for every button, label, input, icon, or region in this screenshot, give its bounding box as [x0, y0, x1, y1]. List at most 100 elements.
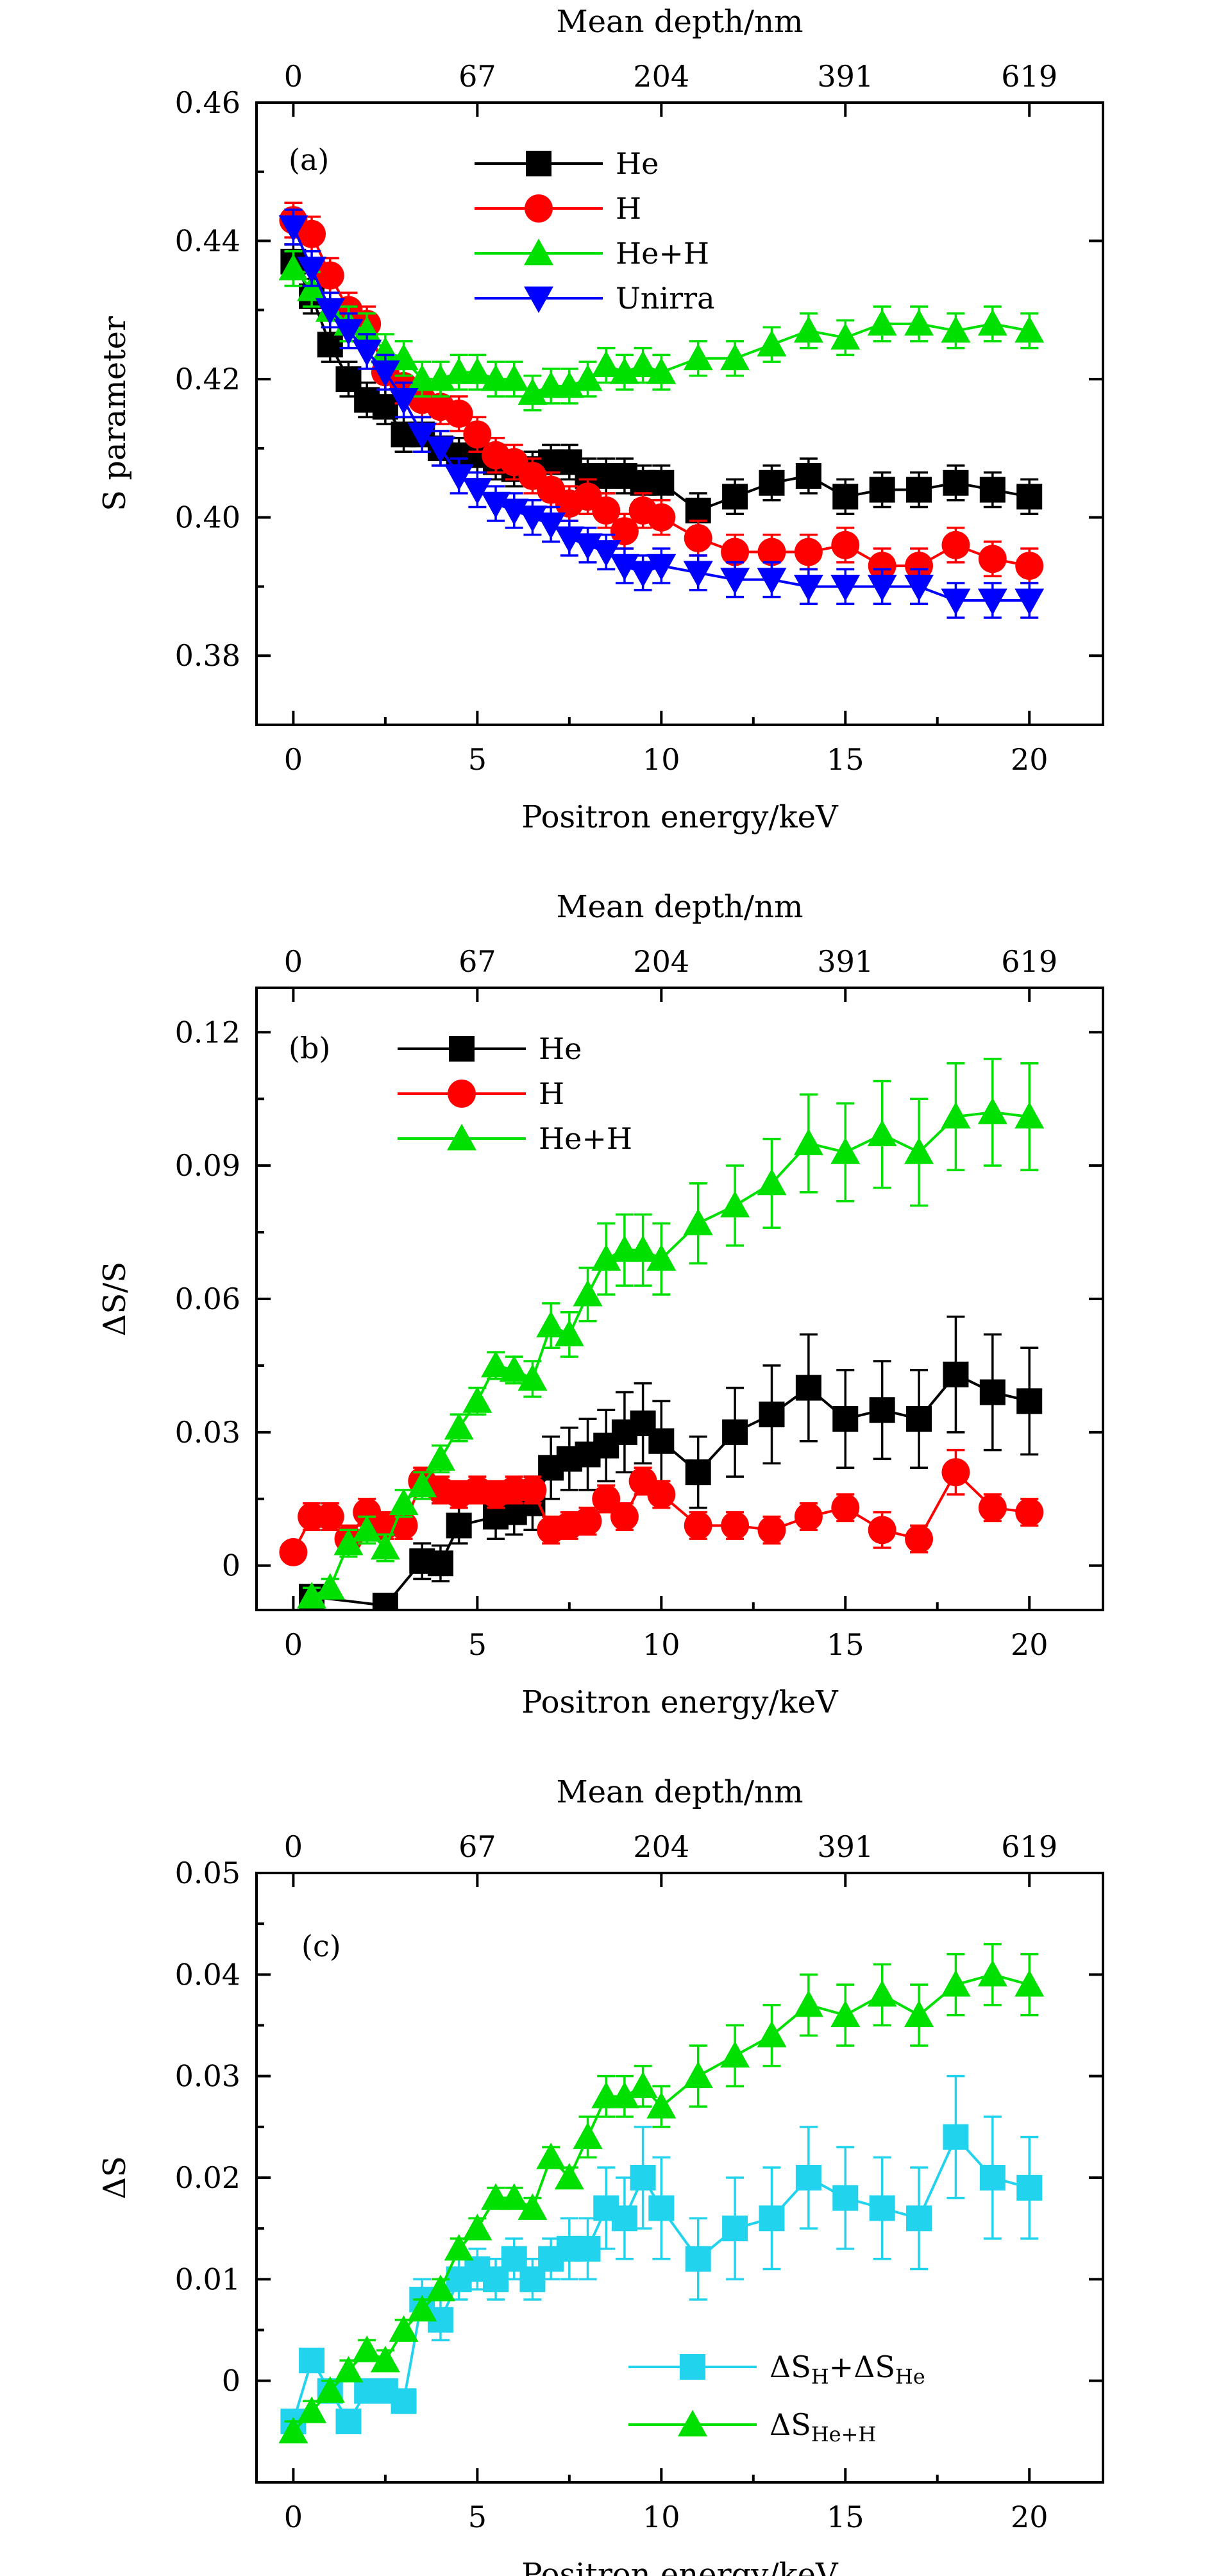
panel-b-data-point	[518, 1364, 548, 1391]
panel-b-data-point	[869, 1397, 895, 1423]
panel-b-y-tick-label: 0.12	[175, 1015, 240, 1049]
panel-a-data-point	[592, 496, 621, 525]
panel-c-data-point	[518, 2193, 548, 2220]
panel-b-label: (b)	[289, 1031, 330, 1065]
panel-c-top-tick-label: 0	[284, 1829, 303, 1864]
panel-c-data-point	[335, 2409, 362, 2434]
panel-a-legend-marker	[524, 239, 553, 266]
panel-c-legend: ΔSH+ΔSHe ΔSHe+H	[628, 2350, 925, 2446]
panel-a-data-point	[906, 477, 932, 503]
panel-a-data-point	[757, 538, 786, 566]
panel-c-data-point	[685, 2246, 711, 2272]
panel-c-y-tick-label: 0	[222, 2364, 240, 2398]
panel-b-data-point	[979, 1379, 1006, 1405]
panel-c-x-tick-label: 20	[1011, 2500, 1048, 2534]
panel-b-legend-marker	[448, 1080, 476, 1108]
panel-a-data-point	[536, 513, 566, 539]
panel-b-data-point	[591, 1244, 621, 1271]
panel-b-data-point	[832, 1406, 859, 1432]
panel-a-data-point	[943, 470, 969, 496]
panel-c: 0 5 10 15 20 0 67 204 391 619 0 0.01 0.02 0.03 0.04 0.0…	[97, 1774, 1104, 2576]
panel-a-data-point	[278, 253, 308, 281]
panel-a-data-point	[609, 554, 639, 581]
panel-a-data-point	[591, 350, 621, 377]
panel-b-data-point	[943, 1361, 969, 1387]
panel-a-y-tick-label: 0.44	[175, 224, 240, 258]
panel-a-data-point	[794, 538, 823, 566]
panel-a-data-point	[333, 319, 364, 346]
panel-b-data-point	[499, 1355, 529, 1382]
panel-b-data-point	[372, 1593, 398, 1610]
panel-a-x-tick-label: 0	[284, 742, 303, 777]
panel-c-data-point	[977, 1960, 1007, 1987]
panel-a-data-point	[759, 470, 785, 496]
panel-a-data-point	[628, 350, 658, 377]
panel-a-data-point	[463, 420, 492, 449]
panel-a-data-point	[795, 463, 821, 489]
panel-a-data-point	[609, 357, 639, 384]
panel-a-data-point	[941, 530, 970, 559]
panel-b-data-point	[1015, 1498, 1044, 1527]
panel-a-data-point	[646, 357, 677, 384]
panel-b-data-point	[315, 1573, 345, 1600]
panel-c-data-point	[722, 2216, 748, 2242]
panel-a-data-point	[1015, 552, 1044, 580]
panel-b-data-point	[297, 1582, 327, 1609]
panel-c-data-point	[297, 2396, 327, 2423]
panel-c-data-point	[941, 1970, 971, 1997]
panel-c-data-point	[1014, 1970, 1045, 1997]
panel-b-top-tick-label: 67	[459, 944, 496, 979]
panel-a-x-tick-label: 15	[827, 742, 864, 777]
panel-a-data-point	[444, 400, 473, 428]
panel-a-top-tick-label: 204	[633, 59, 689, 94]
panel-b-x-tick-label: 15	[827, 1627, 864, 1662]
panel-b-y-axis-title: ΔS/S	[97, 1262, 133, 1337]
panel-a-data-point	[722, 484, 748, 510]
panel-a-data-point	[499, 498, 529, 525]
panel-a-legend-label: He+H	[616, 236, 709, 271]
panel-b-data-point	[722, 1419, 748, 1445]
panel-b-y-tick-label: 0.06	[175, 1282, 240, 1316]
panel-b-data-point	[610, 1502, 639, 1531]
panel-a-data-point	[407, 422, 437, 450]
panel-b-data-point	[759, 1402, 785, 1428]
panel-b-top-tick-label: 204	[633, 944, 689, 979]
panel-a-data-point	[977, 309, 1007, 336]
panel-c-data-point	[648, 2195, 675, 2221]
panel-b-data-point	[518, 1475, 547, 1504]
panel-b-data-point	[757, 1516, 786, 1545]
panel-c-top-tick-label: 391	[817, 1829, 873, 1864]
panel-a-data-point	[315, 298, 345, 325]
panel-a-data-point	[518, 505, 548, 532]
panel-a-data-point	[831, 530, 860, 559]
panel-c-data-point	[867, 1980, 897, 2007]
panel-c-legend-marker	[678, 2410, 707, 2437]
panel-a-data-point	[867, 575, 897, 602]
panel-b-data-point	[370, 1533, 400, 1560]
panel-b-data-point	[536, 1310, 566, 1337]
panel-a-data-point	[977, 588, 1007, 615]
panel-b-legend-marker	[447, 1124, 476, 1151]
panel-b-data	[279, 1058, 1045, 1610]
panel-a-data-point	[481, 491, 511, 519]
panel-b-data-point	[720, 1191, 750, 1217]
panel-b-data-point	[389, 1488, 419, 1516]
panel-c-y-tick-label: 0.05	[175, 1856, 240, 1890]
panel-a-data-point	[499, 364, 529, 391]
panel-c-legend-marker	[680, 2354, 705, 2380]
panel-c-data-point	[315, 2376, 345, 2403]
panel-c-data-point	[630, 2165, 656, 2190]
panel-c-data-point	[869, 2195, 895, 2221]
panel-b-data-point	[333, 1529, 364, 1555]
panel-c-data-point	[646, 2092, 677, 2119]
panel-a-top-axis-title: Mean depth/nm	[556, 4, 803, 40]
panel-b-legend-label: He	[539, 1031, 582, 1066]
panel-b-data-point	[316, 1502, 344, 1531]
panel-c-data	[278, 1943, 1045, 2444]
panel-a-top-tick-label: 619	[1001, 59, 1057, 94]
panel-c-legend-label: ΔSHe+H	[770, 2407, 876, 2446]
panel-b-top-tick-label: 619	[1001, 944, 1057, 979]
panel-b-data-point	[905, 1525, 934, 1554]
